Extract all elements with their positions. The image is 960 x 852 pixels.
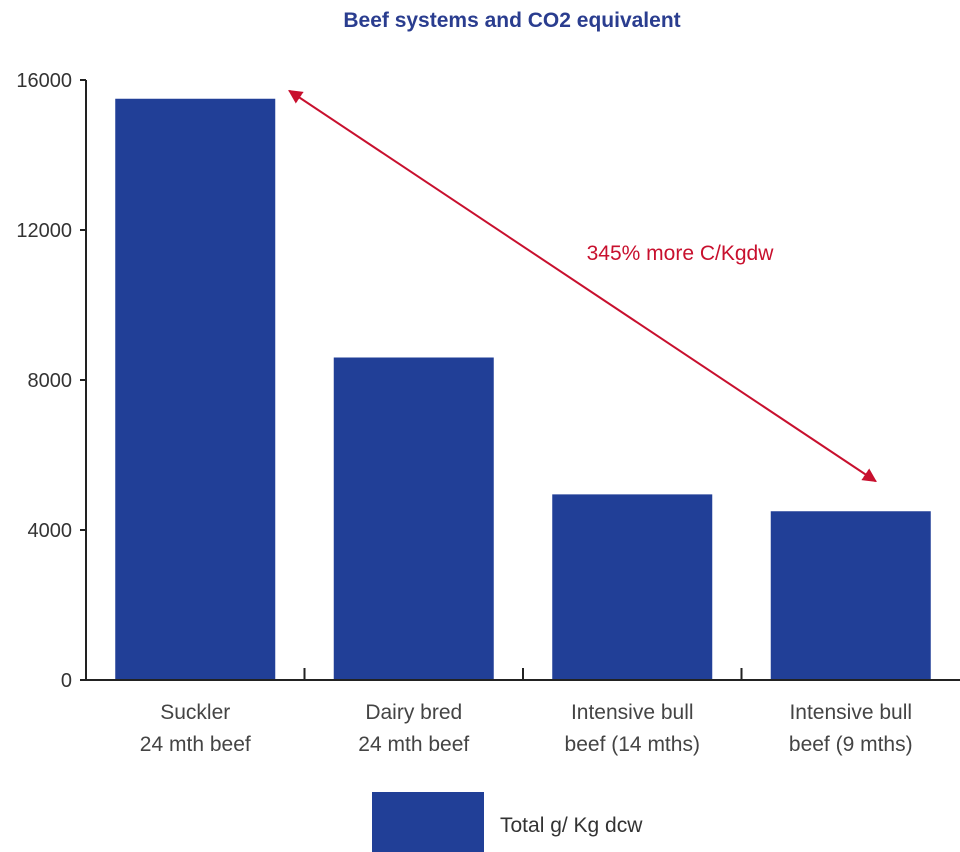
x-label-2-line-1: beef (14 mths) <box>565 733 700 756</box>
x-label-1: Dairy bred 24 mth beef <box>358 701 469 756</box>
x-label-0-line-0: Suckler <box>160 701 230 724</box>
x-label-1-line-1: 24 mth beef <box>358 733 469 756</box>
x-label-3: Intensive bull beef (9 mths) <box>789 701 913 756</box>
legend: Total g/ Kg dcw <box>372 792 643 852</box>
x-label-2: Intensive bull beef (14 mths) <box>565 701 700 756</box>
annotation-text: 345% more C/Kgdw <box>587 242 775 265</box>
annotation-arrow <box>288 89 877 483</box>
legend-label: Total g/ Kg dcw <box>500 814 643 837</box>
y-tick-label-4: 16000 <box>16 70 72 92</box>
x-label-0: Suckler 24 mth beef <box>140 701 251 756</box>
bar-0 <box>115 98 276 680</box>
y-tick-label-0: 0 <box>61 670 72 692</box>
bar-3 <box>770 511 931 680</box>
x-label-3-line-0: Intensive bull <box>789 701 912 724</box>
legend-swatch <box>372 792 484 852</box>
x-label-2-line-0: Intensive bull <box>571 701 694 724</box>
x-labels-group: Suckler 24 mth beef Dairy bred 24 mth beef I… <box>140 701 913 756</box>
annotation-group: 345% more C/Kgdw <box>288 89 877 483</box>
chart-title: Beef systems and CO2 equivalent <box>343 9 680 32</box>
x-label-3-line-1: beef (9 mths) <box>789 733 913 756</box>
y-tick-label-2: 8000 <box>28 370 73 392</box>
y-tick-label-3: 12000 <box>16 220 72 242</box>
y-tick-label-1: 4000 <box>28 520 73 542</box>
bar-2 <box>552 494 713 680</box>
y-ticks-group: 0 4000 8000 12000 16000 <box>16 70 86 692</box>
x-label-0-line-1: 24 mth beef <box>140 733 251 756</box>
x-label-1-line-0: Dairy bred <box>365 701 462 724</box>
bar-1 <box>333 357 494 680</box>
bars-group <box>115 98 931 680</box>
